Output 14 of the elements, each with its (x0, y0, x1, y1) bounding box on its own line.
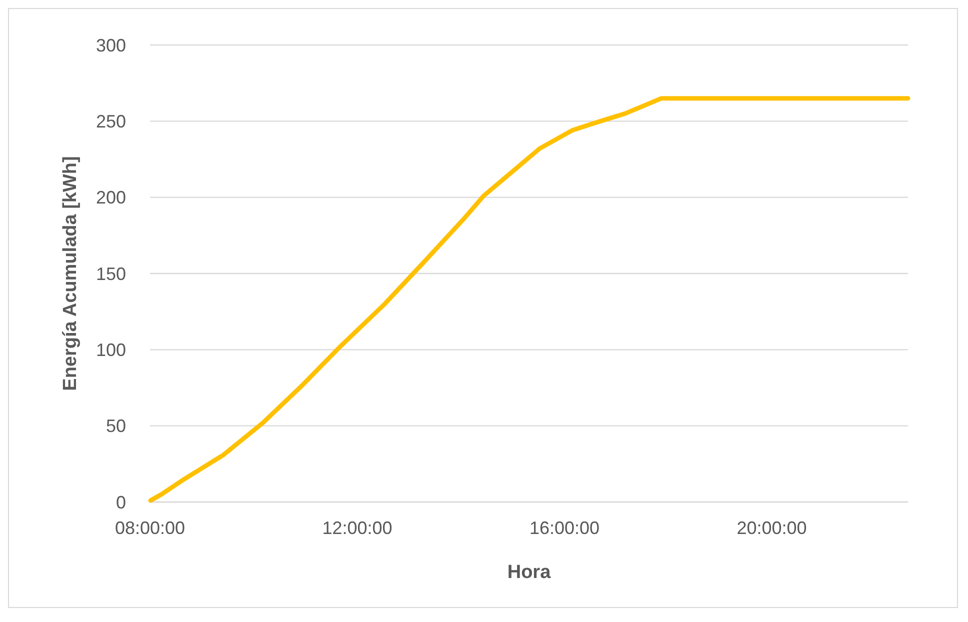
x-tick-label: 16:00:00 (529, 518, 600, 538)
y-tick-label: 50 (106, 416, 126, 436)
y-tick-label: 300 (96, 35, 126, 56)
x-tick-label: 20:00:00 (736, 518, 807, 538)
x-tick-label: 08:00:00 (114, 518, 186, 538)
y-axis-title: Energía Acumulada [kWh] (60, 156, 81, 391)
y-tick-label: 0 (116, 492, 126, 512)
line-series (148, 96, 910, 503)
y-tick-label: 150 (96, 264, 126, 284)
y-tick-label: 200 (96, 188, 126, 208)
y-tick-label: 250 (96, 111, 126, 132)
y-tick-label: 100 (96, 340, 126, 360)
x-tick-label: 12:00:00 (322, 518, 392, 538)
x-axis-title: Hora (507, 562, 552, 583)
